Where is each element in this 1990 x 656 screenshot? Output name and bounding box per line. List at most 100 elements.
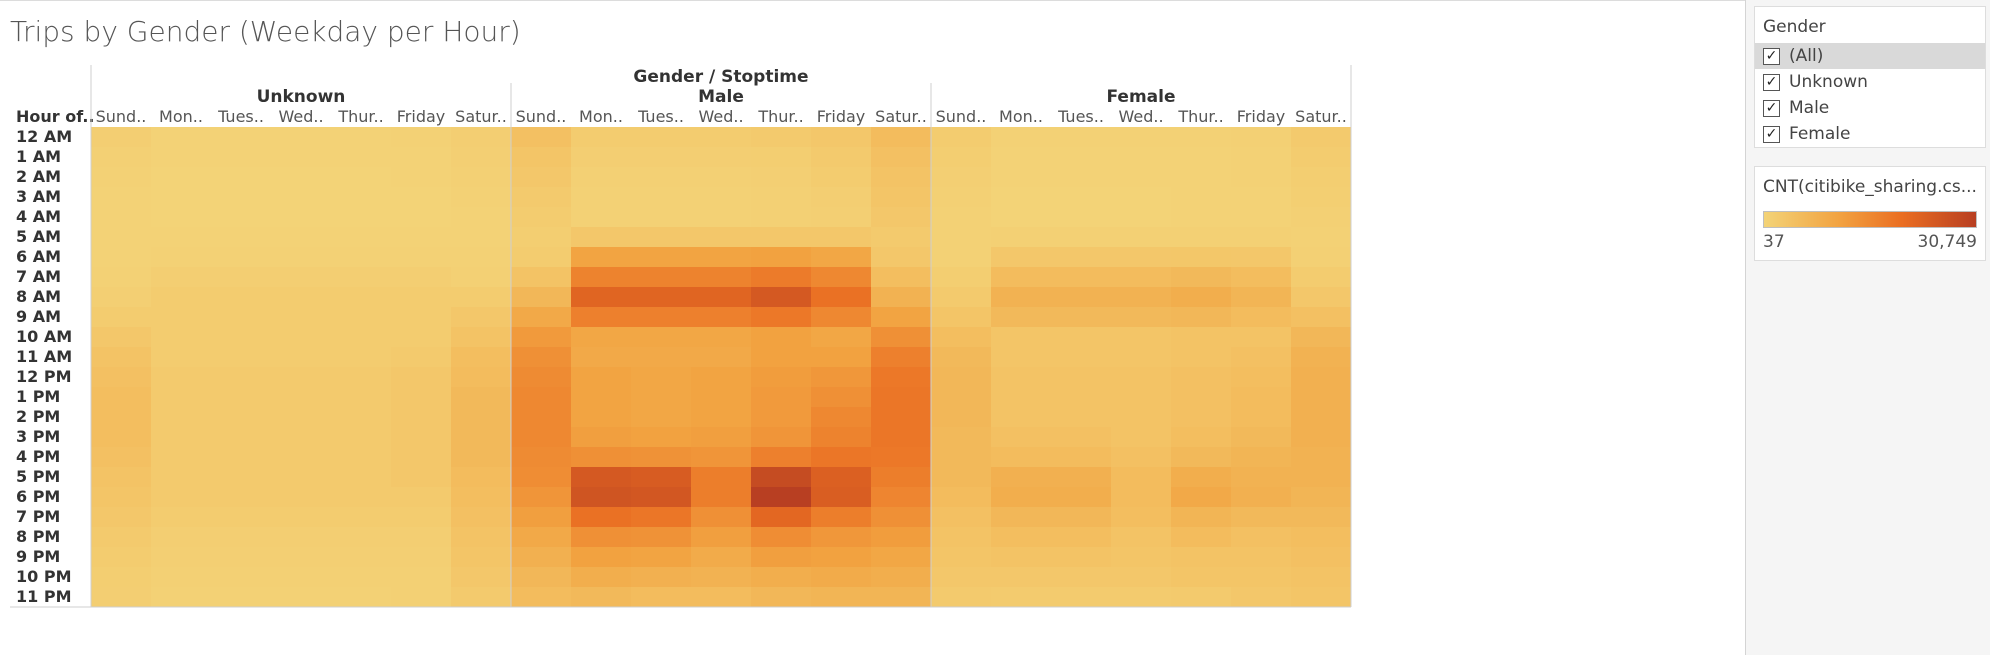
heatmap-cell [1171,527,1231,547]
heatmap-cell [751,347,811,367]
heatmap-cell [571,527,631,547]
heatmap-cell [1231,387,1291,407]
heatmap-cell [571,307,631,327]
filter-item-female[interactable]: ✓ Female [1755,121,1985,147]
heatmap-cell [151,227,211,247]
group-label: Female [1107,87,1176,107]
heatmap-cell [211,427,271,447]
heatmap-cell [151,187,211,207]
day-label: Satur.. [1295,107,1347,126]
heatmap-cell [1291,527,1351,547]
heatmap-cell [1291,247,1351,267]
heatmap-cell [811,127,871,147]
heatmap-cell [991,287,1051,307]
heatmap-cell [751,267,811,287]
checkbox-checked-icon[interactable]: ✓ [1763,99,1780,117]
heatmap-cell [631,567,691,587]
filter-item-all[interactable]: ✓ (All) [1755,43,1985,69]
heatmap-cell [1111,327,1171,347]
heatmap-cell [931,327,991,347]
heatmap-cell [1291,407,1351,427]
heatmap-cell [871,587,931,607]
heatmap-cell [271,327,331,347]
heatmap-cell [751,147,811,167]
heatmap-cell [571,247,631,267]
checkbox-checked-icon[interactable]: ✓ [1763,73,1780,91]
heatmap-cell [871,467,931,487]
heatmap-cell [271,487,331,507]
color-gradient-bar [1763,211,1977,228]
heatmap-cell [1231,487,1291,507]
heatmap-cell [511,307,571,327]
heatmap-cell [1111,307,1171,327]
heatmap-cell [931,567,991,587]
heatmap-cell [451,387,511,407]
heatmap-cell [91,487,151,507]
heatmap-cell [511,427,571,447]
heatmap-cell [1111,507,1171,527]
heatmap-cell [1291,167,1351,187]
heatmap-cell [271,547,331,567]
heatmap-cell [1231,147,1291,167]
heatmap-cell [1291,147,1351,167]
heatmap-cell [1171,407,1231,427]
heatmap-cell [91,427,151,447]
heatmap-cell [1111,487,1171,507]
heatmap-cell [691,447,751,467]
heatmap-cell [751,567,811,587]
heatmap-cell [571,507,631,527]
heatmap-cell [931,167,991,187]
heatmap-cell [391,367,451,387]
heatmap-cell [631,167,691,187]
checkbox-checked-icon[interactable]: ✓ [1763,125,1780,143]
heatmap-cell [511,567,571,587]
filter-item-unknown[interactable]: ✓ Unknown [1755,69,1985,95]
day-label: Friday [397,107,446,126]
heatmap-cell [1231,227,1291,247]
heatmap-cell [991,147,1051,167]
heatmap-cell [211,507,271,527]
heatmap-cell [871,127,931,147]
heatmap-cell [991,507,1051,527]
heatmap-cell [811,387,871,407]
heatmap-cell [931,387,991,407]
heatmap-cell [931,187,991,207]
heatmap-cell [211,467,271,487]
heatmap-cell [811,347,871,367]
heatmap-cell [391,207,451,227]
day-label: Wed.. [698,107,743,126]
checkbox-checked-icon[interactable]: ✓ [1763,47,1780,65]
heatmap-cell [751,487,811,507]
heatmap-cell [151,447,211,467]
heatmap-cell [991,587,1051,607]
heatmap-cell [571,267,631,287]
heatmap-cell [451,367,511,387]
heatmap-cell [1051,527,1111,547]
heatmap-cell [691,227,751,247]
heatmap-cell [871,387,931,407]
heatmap-cell [1291,207,1351,227]
heatmap-cell [1231,287,1291,307]
heatmap-cell [451,507,511,527]
filter-item-male[interactable]: ✓ Male [1755,95,1985,121]
heatmap-cell [511,167,571,187]
hour-label: 9 PM [16,547,60,566]
heatmap-cell [271,347,331,367]
heatmap-cell [871,287,931,307]
heatmap-cell [871,527,931,547]
heatmap-cell [1291,587,1351,607]
heatmap-cell [1171,147,1231,167]
hour-label: 6 AM [16,247,61,266]
heatmap-cell [571,487,631,507]
heatmap-cell [871,267,931,287]
heatmap-cell [451,547,511,567]
heatmap-cell [331,187,391,207]
heatmap-cell [691,567,751,587]
heatmap-cell [631,507,691,527]
heatmap-cell [811,427,871,447]
day-label: Sund.. [516,107,567,126]
heatmap-cell [391,547,451,567]
heatmap-cell [871,167,931,187]
heatmap-cell [391,347,451,367]
heatmap-cell [631,147,691,167]
